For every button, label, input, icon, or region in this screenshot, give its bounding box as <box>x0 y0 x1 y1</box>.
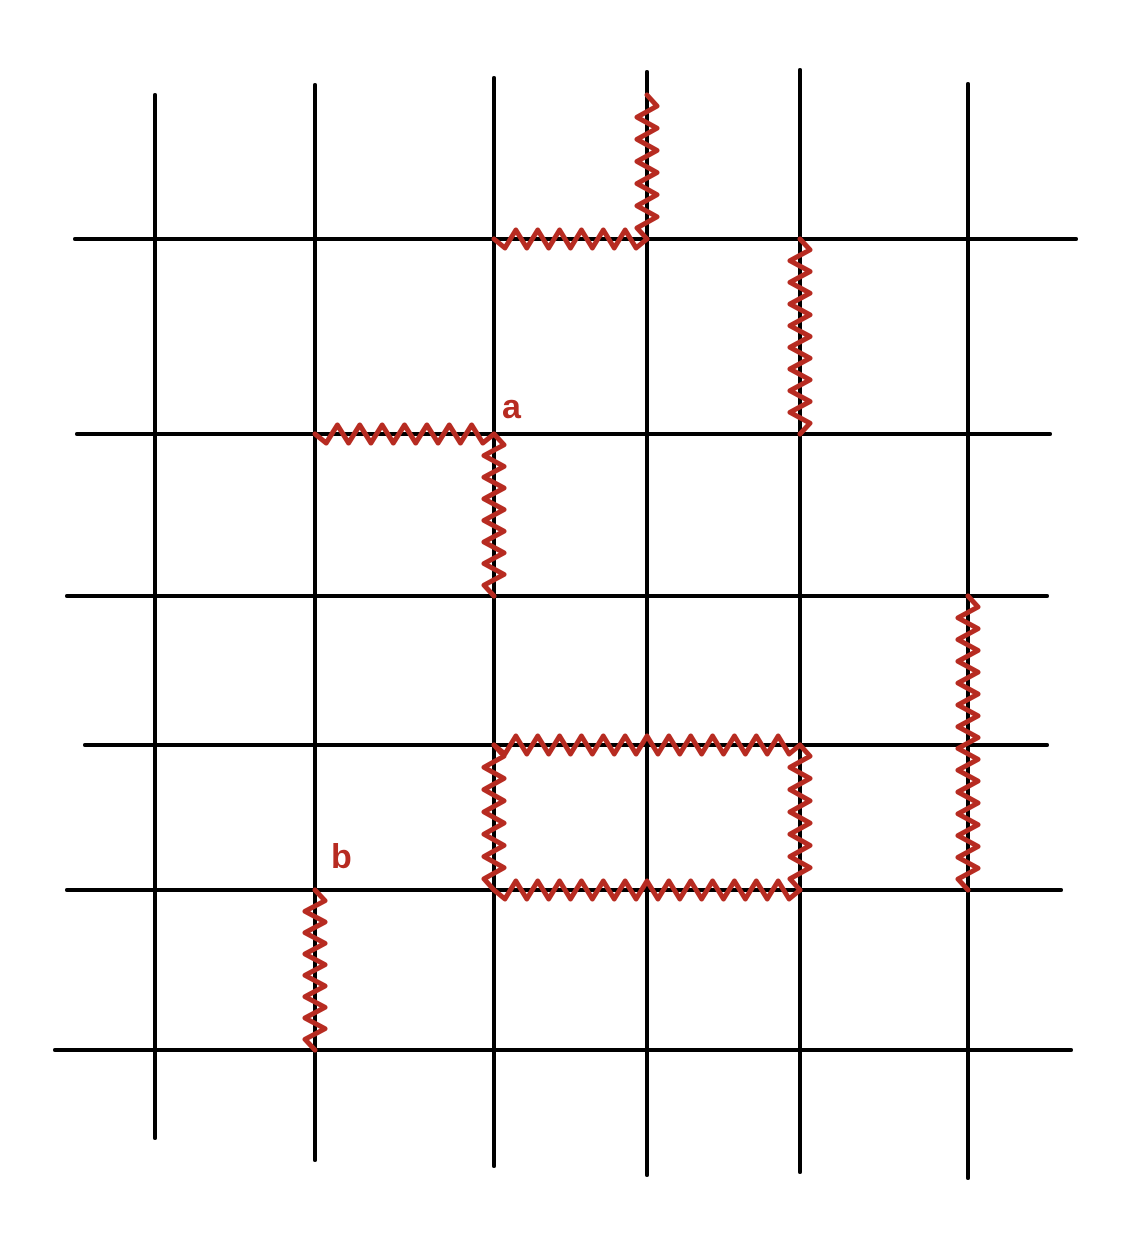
vertex-label-a: a <box>502 388 522 426</box>
grid-lines <box>53 68 1078 1180</box>
link-far-right-vertical <box>955 593 981 893</box>
link-right-vertical-upper <box>787 236 813 437</box>
link-top-horizontal <box>491 227 650 251</box>
link-a-vertical <box>481 431 507 599</box>
loop-right <box>787 742 813 893</box>
loop-bottom <box>491 878 803 902</box>
loop-left <box>481 742 507 893</box>
highlighted-links <box>302 92 981 1053</box>
link-a-horizontal <box>312 422 497 446</box>
loop-top <box>491 733 803 757</box>
link-top-vertical <box>634 92 660 242</box>
link-b-vertical <box>302 887 328 1053</box>
vertex-label-b: b <box>331 838 352 876</box>
